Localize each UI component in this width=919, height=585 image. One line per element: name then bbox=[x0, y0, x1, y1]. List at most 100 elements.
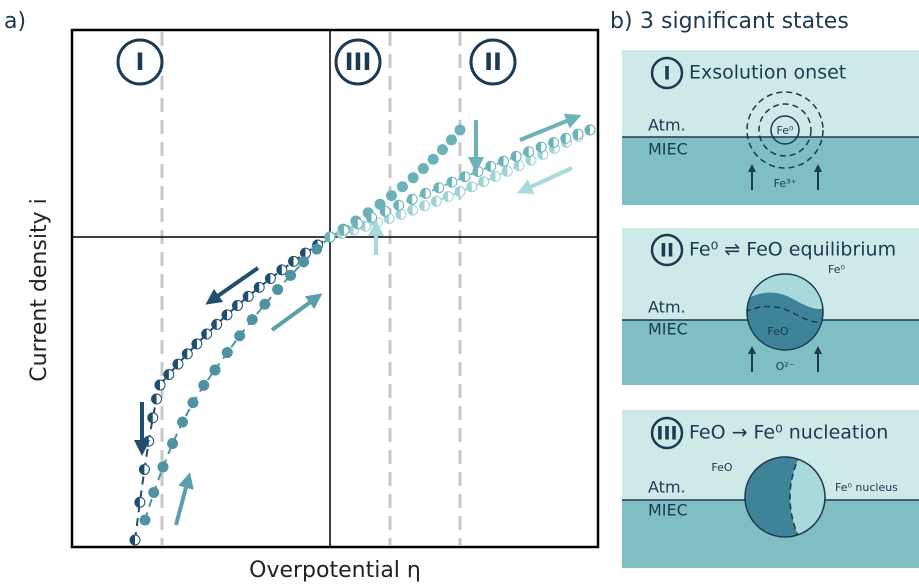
curve-marker bbox=[201, 329, 207, 340]
curve-marker bbox=[234, 330, 246, 342]
curve-marker bbox=[232, 300, 238, 311]
curve-marker bbox=[417, 163, 429, 175]
curve-marker bbox=[163, 369, 169, 380]
curve-marker bbox=[134, 497, 140, 508]
curve-marker bbox=[151, 394, 157, 405]
curve-marker bbox=[259, 298, 271, 310]
curve-marker bbox=[385, 190, 397, 202]
curve-marker bbox=[155, 380, 160, 390]
curve-marker bbox=[466, 181, 472, 192]
x-axis-label: Overpotential η bbox=[249, 558, 421, 583]
curve-marker bbox=[182, 348, 188, 359]
curve-marker bbox=[254, 282, 260, 293]
state-title: FeO → Fe⁰ nucleation bbox=[689, 422, 888, 444]
curve-marker bbox=[572, 129, 578, 140]
state-box: I Exsolution onset Atm. MIEC Fe⁰ Fe³⁺ bbox=[622, 50, 919, 205]
curve-marker bbox=[445, 134, 457, 146]
species-label: Fe⁰ bbox=[828, 263, 845, 276]
curve-marker bbox=[437, 144, 448, 156]
species-label: FeO bbox=[767, 325, 788, 338]
species-label: FeO bbox=[711, 461, 732, 474]
curve-marker bbox=[446, 177, 452, 188]
curve-marker bbox=[525, 155, 531, 166]
miec-label: MIEC bbox=[648, 501, 688, 520]
curve-marker bbox=[139, 464, 145, 475]
state-box: III FeO → Fe⁰ nucleation Atm. MIEC FeO F… bbox=[622, 410, 919, 568]
curve-marker bbox=[498, 156, 504, 167]
curve-marker bbox=[407, 205, 413, 216]
curve-marker bbox=[211, 319, 217, 330]
curve-marker bbox=[276, 264, 282, 275]
curve-marker bbox=[585, 125, 590, 135]
curve-marker bbox=[148, 486, 160, 498]
curve-marker bbox=[548, 137, 554, 148]
curve-marker bbox=[130, 535, 135, 545]
curve-marker bbox=[490, 171, 496, 182]
curve-marker bbox=[300, 248, 306, 259]
miec-label: MIEC bbox=[648, 320, 688, 339]
y-axis-label: Current density i bbox=[27, 198, 52, 381]
state-title: Fe⁰ ⇌ FeO equilibrium bbox=[689, 239, 896, 261]
state-numeral: III bbox=[656, 423, 677, 445]
curve-marker bbox=[246, 314, 258, 326]
curve-marker bbox=[485, 161, 491, 172]
curve-marker bbox=[427, 153, 439, 165]
curve-marker bbox=[502, 166, 508, 177]
curve-marker bbox=[511, 151, 517, 162]
curve-marker bbox=[478, 176, 484, 187]
curve-marker bbox=[139, 514, 151, 526]
curve-marker bbox=[380, 206, 386, 217]
curve-marker bbox=[265, 273, 271, 284]
curve-marker bbox=[393, 200, 399, 211]
species-label: Fe⁰ nucleus bbox=[835, 481, 898, 494]
curve-marker bbox=[407, 172, 419, 184]
curve-marker bbox=[352, 218, 358, 229]
curve-marker bbox=[443, 191, 449, 202]
curve-marker bbox=[209, 364, 221, 376]
curve-marker bbox=[221, 309, 227, 320]
curve-marker bbox=[431, 196, 437, 207]
atm-label: Atm. bbox=[648, 116, 686, 135]
curve-marker bbox=[536, 142, 542, 153]
state-box: II Fe⁰ ⇌ FeO equilibrium Atm. MIEC Fe⁰ F… bbox=[622, 228, 919, 385]
curve-marker bbox=[397, 181, 408, 193]
curve-marker bbox=[187, 397, 199, 409]
curve-marker bbox=[214, 236, 331, 371]
curve-marker bbox=[147, 412, 153, 423]
curve-marker bbox=[198, 379, 210, 391]
state-numeral: II bbox=[660, 240, 674, 262]
panel-label: b) bbox=[610, 9, 633, 34]
curve-marker bbox=[460, 171, 465, 182]
curve-marker bbox=[325, 232, 330, 242]
atm-label: Atm. bbox=[648, 478, 686, 497]
curve-marker bbox=[419, 200, 425, 211]
curve-marker bbox=[221, 347, 233, 359]
curve-marker bbox=[433, 182, 439, 193]
region-markers: I III II bbox=[116, 38, 517, 86]
curve-marker bbox=[420, 188, 426, 199]
curve-marker bbox=[172, 359, 178, 370]
curve-marker bbox=[523, 146, 529, 157]
curve-marker bbox=[298, 256, 310, 268]
curve-marker bbox=[191, 338, 197, 349]
curve-marker bbox=[157, 461, 169, 473]
region-label: III bbox=[345, 48, 372, 76]
curve-marker bbox=[143, 436, 149, 447]
curve-marker bbox=[285, 269, 297, 281]
species-label: Fe⁰ bbox=[777, 124, 794, 137]
plot-frame bbox=[70, 28, 600, 549]
curve-marker bbox=[177, 416, 189, 428]
region-label: I bbox=[136, 48, 145, 76]
panel-label: a) bbox=[4, 9, 26, 34]
curve-marker bbox=[338, 225, 344, 236]
state-numeral: I bbox=[663, 63, 670, 85]
curve-marker bbox=[288, 256, 294, 267]
species-label: Fe³⁺ bbox=[774, 177, 797, 190]
curve-marker bbox=[454, 124, 466, 136]
curve-marker bbox=[560, 133, 566, 144]
curve-marker bbox=[272, 283, 284, 295]
curve-marker bbox=[243, 291, 249, 302]
curve-marker bbox=[455, 186, 460, 197]
state-title: Exsolution onset bbox=[689, 62, 846, 84]
